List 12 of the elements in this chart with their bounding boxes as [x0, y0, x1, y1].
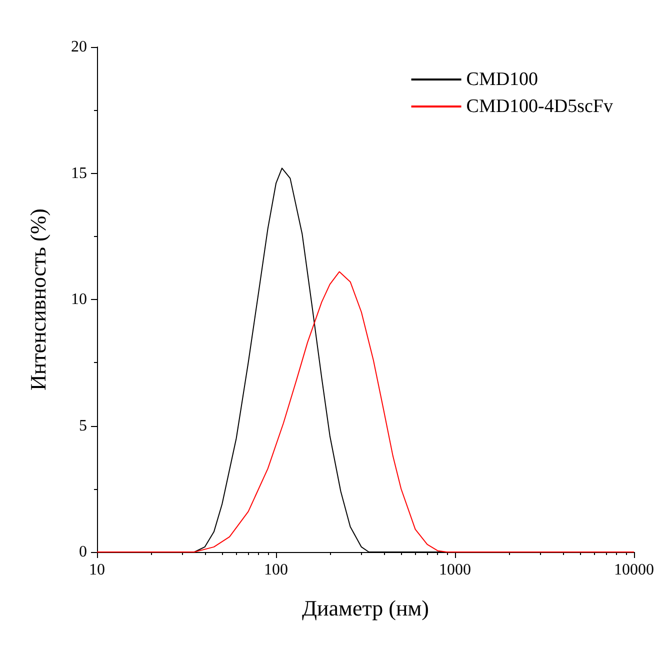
- legend-label: CMD100-4D5scFv: [466, 96, 614, 117]
- y-tick-label: 5: [79, 417, 87, 434]
- x-tick-label: 10000: [614, 562, 654, 578]
- y-tick-label: 20: [71, 38, 87, 56]
- y-axis-title: Интенсивность (%): [26, 208, 50, 390]
- y-tick-label: 15: [71, 164, 87, 182]
- y-tick-label: 0: [79, 544, 87, 560]
- x-axis-title: Диаметр (нм): [302, 596, 429, 620]
- y-tick-label: 10: [71, 291, 87, 308]
- legend-label: CMD100: [466, 69, 538, 90]
- x-tick-label: 1000: [439, 562, 471, 578]
- x-tick-label: 100: [264, 562, 288, 578]
